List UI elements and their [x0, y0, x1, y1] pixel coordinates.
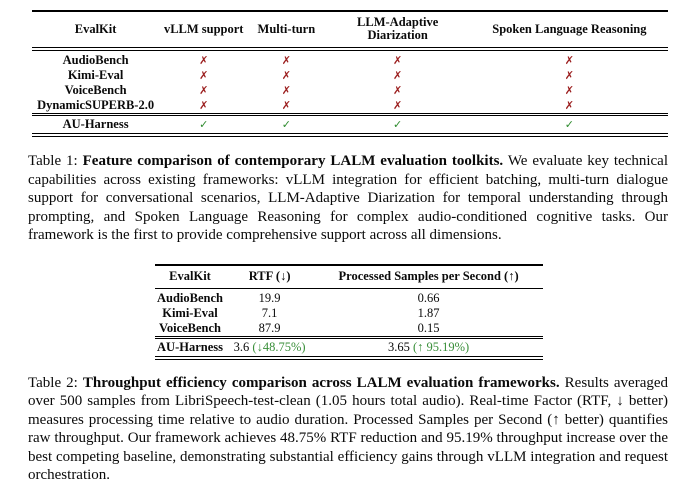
table2-row-audiobench: AudioBench 19.9 0.66	[155, 288, 543, 306]
table2-header-evalkit: EvalKit	[155, 264, 225, 289]
check-icon: ✓	[324, 113, 471, 137]
psps-value: 0.66	[417, 290, 440, 305]
table2-throughput-comparison: EvalKit RTF (↓) Processed Samples per Se…	[155, 263, 543, 360]
table2-caption: Table 2: Throughput efficiency compariso…	[28, 374, 668, 485]
table2-row-au-harness: AU-Harness 3.6 (↓48.75%) 3.65 (↑ 95.19%)	[155, 335, 543, 360]
table2-header-rtf: RTF (↓)	[225, 264, 315, 289]
psps-value: 3.65	[387, 339, 410, 354]
psps-improvement: (↑ 95.19%)	[412, 339, 470, 354]
evalkit-name: AU-Harness	[32, 113, 160, 137]
table1-row-au-harness: AU-Harness ✓ ✓ ✓ ✓	[32, 113, 668, 137]
cross-icon: ✗	[281, 69, 291, 82]
table2-caption-title: Throughput efficiency comparison across …	[82, 374, 560, 391]
table2-caption-label: Table 2:	[28, 374, 78, 391]
table1-header-spoken-language-reasoning: Spoken Language Reasoning	[470, 11, 668, 51]
check-icon: ✓	[248, 113, 325, 137]
table2-row-voicebench: VoiceBench 87.9 0.15	[155, 321, 543, 338]
cross-icon: ✗	[199, 84, 209, 97]
table1-caption-label: Table 1:	[28, 153, 78, 169]
table1-row-kimi-eval: Kimi-Eval ✗ ✗ ✗ ✗	[32, 68, 668, 83]
evalkit-name: Kimi-Eval	[67, 68, 124, 82]
cross-icon: ✗	[281, 54, 291, 67]
table1-caption-title: Feature comparison of contemporary LALM …	[82, 153, 504, 169]
cross-icon: ✗	[199, 54, 209, 67]
table1-feature-comparison: EvalKit vLLM support Multi-turn LLM-Adap…	[32, 10, 668, 137]
table1-header-row: EvalKit vLLM support Multi-turn LLM-Adap…	[32, 11, 668, 51]
rtf-value: 7.1	[261, 305, 278, 320]
table2-header-psps: Processed Samples per Second (↑)	[314, 264, 543, 289]
evalkit-name: AudioBench	[157, 290, 223, 305]
cross-icon: ✗	[393, 99, 403, 112]
rtf-value: 87.9	[258, 320, 281, 335]
table2-header-row: EvalKit RTF (↓) Processed Samples per Se…	[155, 264, 543, 289]
evalkit-name: AudioBench	[62, 53, 129, 67]
cross-icon: ✗	[281, 99, 291, 112]
rtf-value: 3.6	[233, 339, 250, 354]
cross-icon: ✗	[199, 99, 209, 112]
evalkit-name: DynamicSUPERB-2.0	[37, 98, 155, 112]
table1-header-multi-turn: Multi-turn	[248, 11, 325, 51]
evalkit-name: Kimi-Eval	[162, 305, 218, 320]
table1-header-vllm-support: vLLM support	[159, 11, 249, 51]
check-icon: ✓	[470, 113, 668, 137]
table1-header-llm-adaptive-diarization: LLM-Adaptive Diarization	[324, 11, 471, 51]
cross-icon: ✗	[393, 84, 403, 97]
cross-icon: ✗	[564, 84, 574, 97]
cross-icon: ✗	[199, 69, 209, 82]
table1-row-voicebench: VoiceBench ✗ ✗ ✗ ✗	[32, 83, 668, 98]
table1-row-dynamicsuperb: DynamicSUPERB-2.0 ✗ ✗ ✗ ✗	[32, 98, 668, 115]
psps-value-cell: 3.65 (↑ 95.19%)	[314, 335, 543, 360]
cross-icon: ✗	[281, 84, 291, 97]
table1-header-evalkit: EvalKit	[32, 11, 160, 51]
cross-icon: ✗	[564, 54, 574, 67]
cross-icon: ✗	[564, 69, 574, 82]
check-icon: ✓	[159, 113, 249, 137]
psps-value: 0.15	[417, 320, 440, 335]
paper-page: EvalKit vLLM support Multi-turn LLM-Adap…	[0, 10, 696, 483]
cross-icon: ✗	[564, 99, 574, 112]
evalkit-name: VoiceBench	[158, 320, 222, 335]
table1-caption-body: We evaluate key technical capabilities a…	[28, 153, 669, 243]
cross-icon: ✗	[393, 54, 403, 67]
table1-row-audiobench: AudioBench ✗ ✗ ✗ ✗	[32, 49, 668, 68]
table2-row-kimi-eval: Kimi-Eval 7.1 1.87	[155, 306, 543, 321]
rtf-value-cell: 3.6 (↓48.75%)	[225, 335, 315, 360]
rtf-improvement: (↓48.75%)	[252, 339, 306, 354]
evalkit-name: AU-Harness	[155, 335, 225, 360]
rtf-value: 19.9	[258, 290, 281, 305]
cross-icon: ✗	[393, 69, 403, 82]
psps-value: 1.87	[417, 305, 440, 320]
evalkit-name: VoiceBench	[64, 83, 127, 97]
table1-caption: Table 1: Feature comparison of contempor…	[28, 152, 668, 245]
